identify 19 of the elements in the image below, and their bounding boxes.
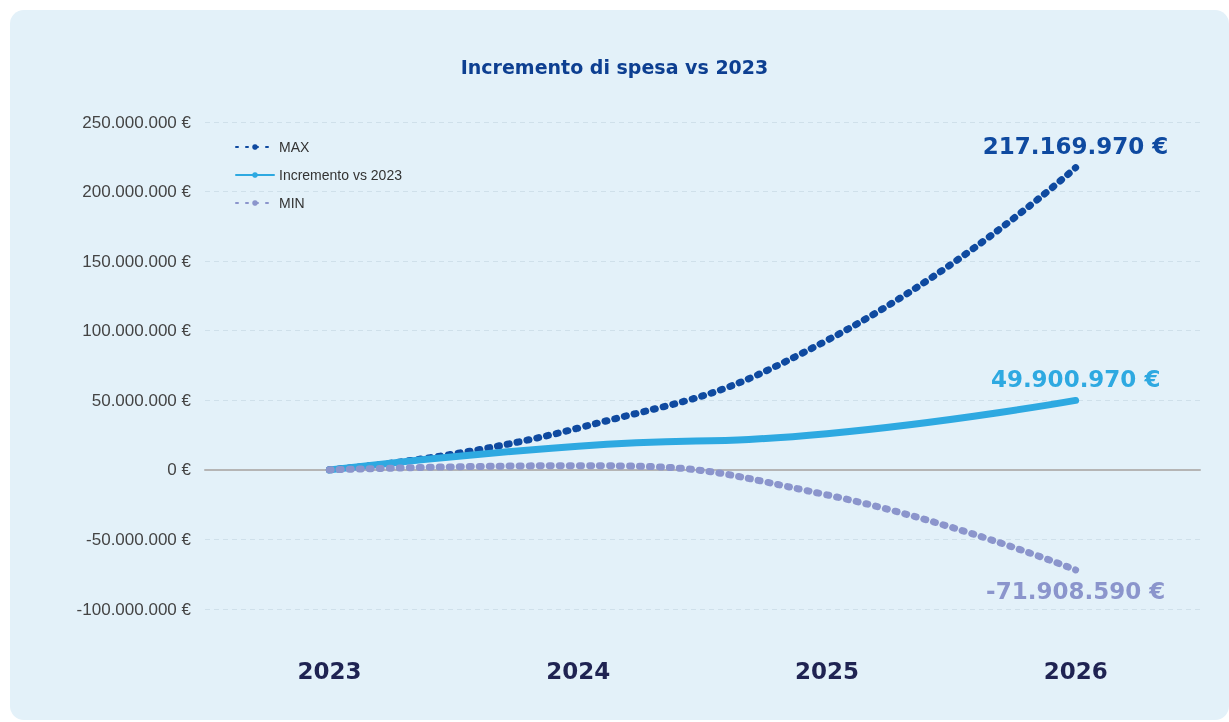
x-tick-label: 2024 xyxy=(546,657,611,684)
y-tick-label: 100.000.000 € xyxy=(82,321,192,341)
y-tick-label: -100.000.000 € xyxy=(76,599,192,619)
legend-label: MAX xyxy=(279,139,310,155)
x-tick-label: 2023 xyxy=(297,657,362,684)
x-tick-label: 2026 xyxy=(1043,657,1108,684)
y-tick-label: 50.000.000 € xyxy=(91,390,192,410)
legend-label: MIN xyxy=(279,195,305,211)
y-tick-label: 150.000.000 € xyxy=(82,251,192,271)
y-tick-label: 0 € xyxy=(167,460,192,480)
data-label: 49.900.970 € xyxy=(990,365,1161,392)
data-label: -71.908.590 € xyxy=(986,578,1166,605)
y-tick-label: -50.000.000 € xyxy=(86,529,192,549)
y-tick-label: 250.000.000 € xyxy=(82,112,192,132)
chart-title: Incremento di spesa vs 2023 xyxy=(460,55,769,78)
data-label: 217.169.970 € xyxy=(982,133,1169,160)
y-tick-label: 200.000.000 € xyxy=(82,182,192,202)
x-tick-label: 2025 xyxy=(794,657,859,684)
legend-label: Incremento vs 2023 xyxy=(279,167,403,183)
